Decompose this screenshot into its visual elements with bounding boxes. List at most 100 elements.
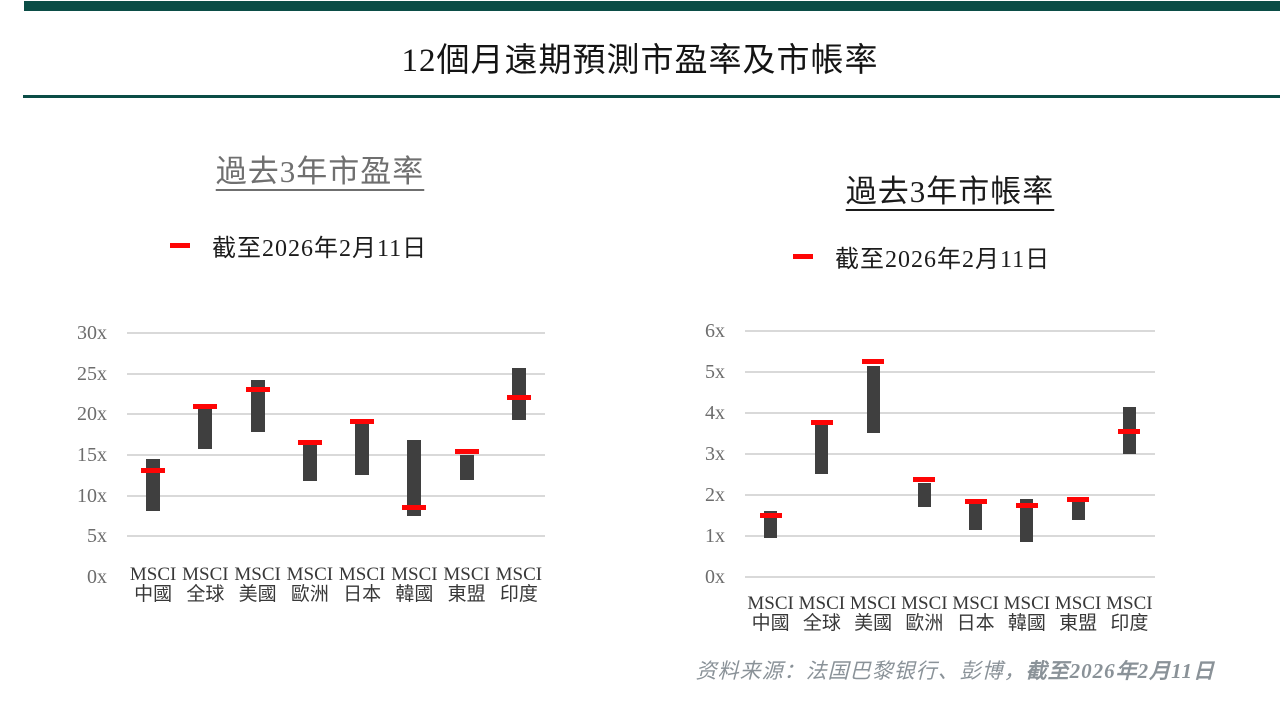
category-label: MSCI 美國 <box>840 594 906 634</box>
category-label-line: MSCI <box>338 564 386 585</box>
gridline <box>127 372 545 375</box>
range-bar <box>146 459 161 512</box>
category-label: MSCI 美國 <box>225 565 291 605</box>
legend-red-dash-icon <box>793 254 813 259</box>
legend-red-dash-icon <box>170 243 190 248</box>
category-label-line: MSCI <box>747 593 794 614</box>
gridline <box>745 412 1155 414</box>
category-label-line: 日本 <box>343 584 382 605</box>
range-bar <box>250 380 265 433</box>
category-label: MSCI 印度 <box>1096 594 1162 634</box>
category-label: MSCI 歐洲 <box>277 565 343 605</box>
y-axis-tick-label: 3x <box>705 443 725 465</box>
current-value-marker <box>1118 429 1141 434</box>
current-value-marker <box>193 403 218 409</box>
current-value-marker <box>759 513 782 518</box>
category-label-line: 中國 <box>134 584 173 605</box>
y-axis-tick-label: 5x <box>87 525 107 548</box>
category-label-line: 歐洲 <box>905 613 944 634</box>
page-title: 12個月遠期預測市盈率及市帳率 <box>401 43 879 79</box>
category-label-line: MSCI <box>495 564 543 585</box>
current-value-marker <box>141 468 166 473</box>
category-label-line: 韓國 <box>1007 613 1046 634</box>
title-divider <box>23 95 1280 98</box>
category-label-line: 東盟 <box>447 584 486 605</box>
y-axis-tick-label: 5x <box>705 361 725 383</box>
category-label-line: MSCI <box>443 564 490 585</box>
category-label-line: MSCI <box>234 564 281 585</box>
current-value-marker <box>402 504 427 510</box>
pb-legend-label: 截至2026年2月11日 <box>835 247 1051 273</box>
range-bar <box>969 504 983 530</box>
category-label-line: 歐洲 <box>290 584 329 605</box>
y-axis-tick-label: 15x <box>77 444 107 466</box>
y-axis-tick-label: 2x <box>705 484 725 506</box>
category-label-line: MSCI <box>1106 593 1153 614</box>
category-label: MSCI 全球 <box>789 594 855 634</box>
gridline <box>745 330 1155 332</box>
y-axis-tick-label: 30x <box>77 322 107 344</box>
category-label-line: 全球 <box>802 613 841 634</box>
category-label-line: MSCI <box>849 593 897 614</box>
category-label-line: MSCI <box>286 564 334 585</box>
gridline <box>127 494 545 497</box>
y-axis-tick-label: 0x <box>87 566 107 588</box>
gridline <box>745 371 1155 373</box>
gridline <box>127 332 545 334</box>
category-label-line: 美國 <box>238 584 277 605</box>
gridline <box>745 535 1155 537</box>
category-label-line: 韓國 <box>395 584 434 605</box>
current-value-marker <box>350 419 375 425</box>
gridline <box>745 576 1155 578</box>
range-bar <box>917 482 931 508</box>
category-label-line: 中國 <box>751 613 790 634</box>
range-bar <box>764 511 778 539</box>
category-label-line: MSCI <box>952 593 999 614</box>
category-label: MSCI 東盟 <box>1045 594 1111 634</box>
current-value-marker <box>1015 502 1038 508</box>
current-value-marker <box>245 386 270 392</box>
current-value-marker <box>1067 496 1090 502</box>
range-bar <box>355 423 370 476</box>
current-value-marker <box>297 440 322 446</box>
category-label: MSCI 印度 <box>486 565 552 605</box>
current-value-marker <box>454 449 479 455</box>
current-value-marker <box>810 419 833 425</box>
category-label: MSCI 全球 <box>172 565 238 605</box>
range-bar <box>407 439 422 516</box>
category-label-line: MSCI <box>1054 593 1102 614</box>
category-label-line: MSCI <box>901 593 948 614</box>
category-label-line: MSCI <box>182 564 229 585</box>
y-axis-tick-label: 1x <box>705 525 725 547</box>
source-note: 资料来源：法国巴黎银行、彭博，截至2026年2月11日 <box>0 655 1215 685</box>
pb-chart-plot: 6x 5x 4x 3x 2x 1x 0x MSCI 中國 MSCI 全球 MSCI 美國 MSCI 歐洲 MS… <box>705 321 1155 634</box>
category-label: MSCI 韓國 <box>381 565 447 605</box>
current-value-marker <box>913 476 936 482</box>
y-axis-tick-label: 4x <box>705 402 725 424</box>
category-label: MSCI 中國 <box>120 565 186 605</box>
range-bar <box>198 407 213 449</box>
range-bar <box>459 455 474 481</box>
category-label-line: MSCI <box>129 564 177 585</box>
current-value-marker <box>506 394 531 400</box>
category-label: MSCI 中國 <box>738 594 804 634</box>
category-label-line: 全球 <box>186 584 225 605</box>
y-axis-tick-label: 10x <box>77 484 107 507</box>
y-axis-tick-label: 20x <box>77 403 107 426</box>
pb-chart-legend: 截至2026年2月11日 <box>793 241 1051 273</box>
range-bar <box>815 423 829 475</box>
category-label-line: 東盟 <box>1059 613 1098 634</box>
gridline <box>745 453 1155 455</box>
category-label: MSCI 日本 <box>329 565 395 605</box>
y-axis-tick-label: 0x <box>705 566 725 588</box>
category-label: MSCI 韓國 <box>994 594 1060 634</box>
category-label-line: 美國 <box>854 613 893 634</box>
category-label: MSCI 歐洲 <box>891 594 957 634</box>
top-accent-bar <box>24 1 1280 11</box>
range-bar <box>866 365 880 434</box>
source-note-date: 截至2026年2月11日 <box>1025 659 1215 683</box>
category-label-line: 印度 <box>1110 613 1149 634</box>
y-axis-tick-label: 25x <box>77 362 107 385</box>
category-label-line: MSCI <box>1003 593 1051 614</box>
